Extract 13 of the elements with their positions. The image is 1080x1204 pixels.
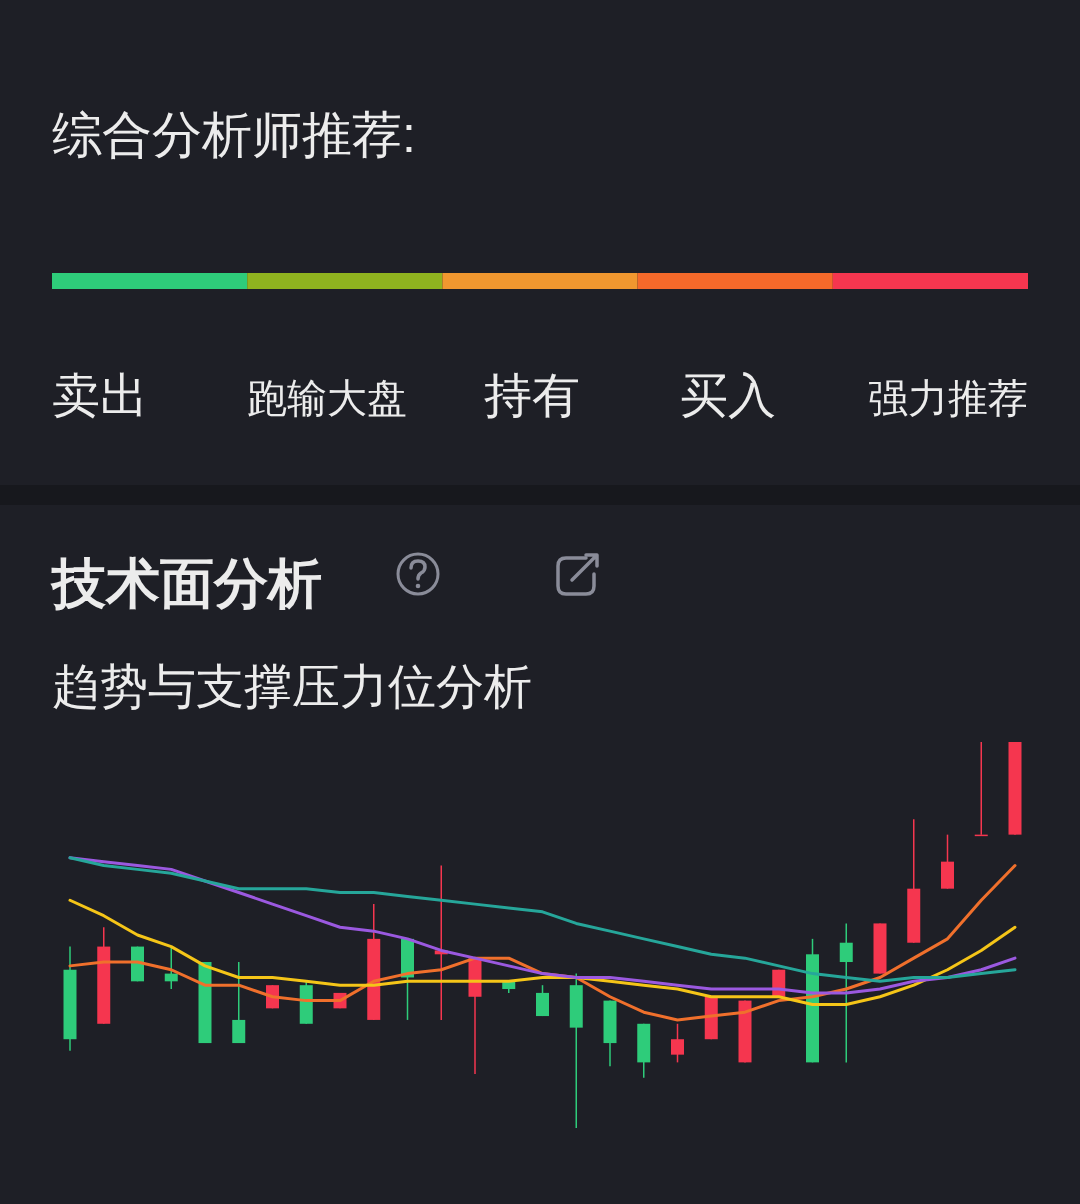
- candlestick: [671, 1023, 684, 1064]
- category-label: 跑输大盘: [247, 376, 408, 420]
- category-label: 买入: [679, 369, 776, 422]
- chart-title: 技术面分析: [50, 553, 322, 613]
- candlestick: [536, 984, 549, 1017]
- category-label: 卖出: [52, 369, 148, 422]
- candlestick: [232, 961, 246, 1044]
- category-label: 持有: [484, 369, 581, 422]
- category-label: 强力推荐: [868, 376, 1028, 420]
- candlestick: [839, 922, 853, 1064]
- chart-subtitle: 趋势与支撑压力位分析: [52, 660, 532, 713]
- candlestick: [164, 945, 178, 990]
- text: 综合分析师推荐:: [52, 107, 416, 163]
